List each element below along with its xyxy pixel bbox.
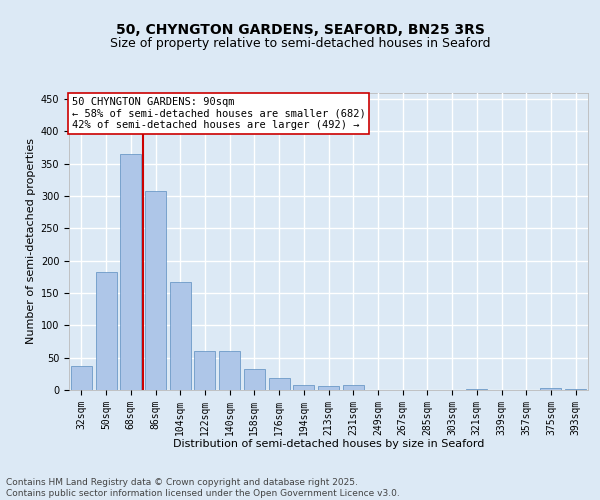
Bar	[120, 154, 141, 390]
Text: Size of property relative to semi-detached houses in Seaford: Size of property relative to semi-detach…	[110, 38, 490, 51]
Bar	[194, 350, 215, 390]
Text: 50, CHYNGTON GARDENS, SEAFORD, BN25 3RS: 50, CHYNGTON GARDENS, SEAFORD, BN25 3RS	[116, 22, 484, 36]
X-axis label: Distribution of semi-detached houses by size in Seaford: Distribution of semi-detached houses by …	[173, 439, 484, 449]
Bar	[269, 378, 290, 390]
Bar	[293, 385, 314, 390]
Bar	[71, 366, 92, 390]
Bar	[170, 282, 191, 390]
Bar	[145, 192, 166, 390]
Bar	[343, 385, 364, 390]
Bar	[95, 272, 116, 390]
Bar	[244, 368, 265, 390]
Y-axis label: Number of semi-detached properties: Number of semi-detached properties	[26, 138, 37, 344]
Text: Contains HM Land Registry data © Crown copyright and database right 2025.
Contai: Contains HM Land Registry data © Crown c…	[6, 478, 400, 498]
Bar	[318, 386, 339, 390]
Bar	[565, 388, 586, 390]
Bar	[466, 388, 487, 390]
Bar	[219, 350, 240, 390]
Text: 50 CHYNGTON GARDENS: 90sqm
← 58% of semi-detached houses are smaller (682)
42% o: 50 CHYNGTON GARDENS: 90sqm ← 58% of semi…	[71, 97, 365, 130]
Bar	[541, 388, 562, 390]
